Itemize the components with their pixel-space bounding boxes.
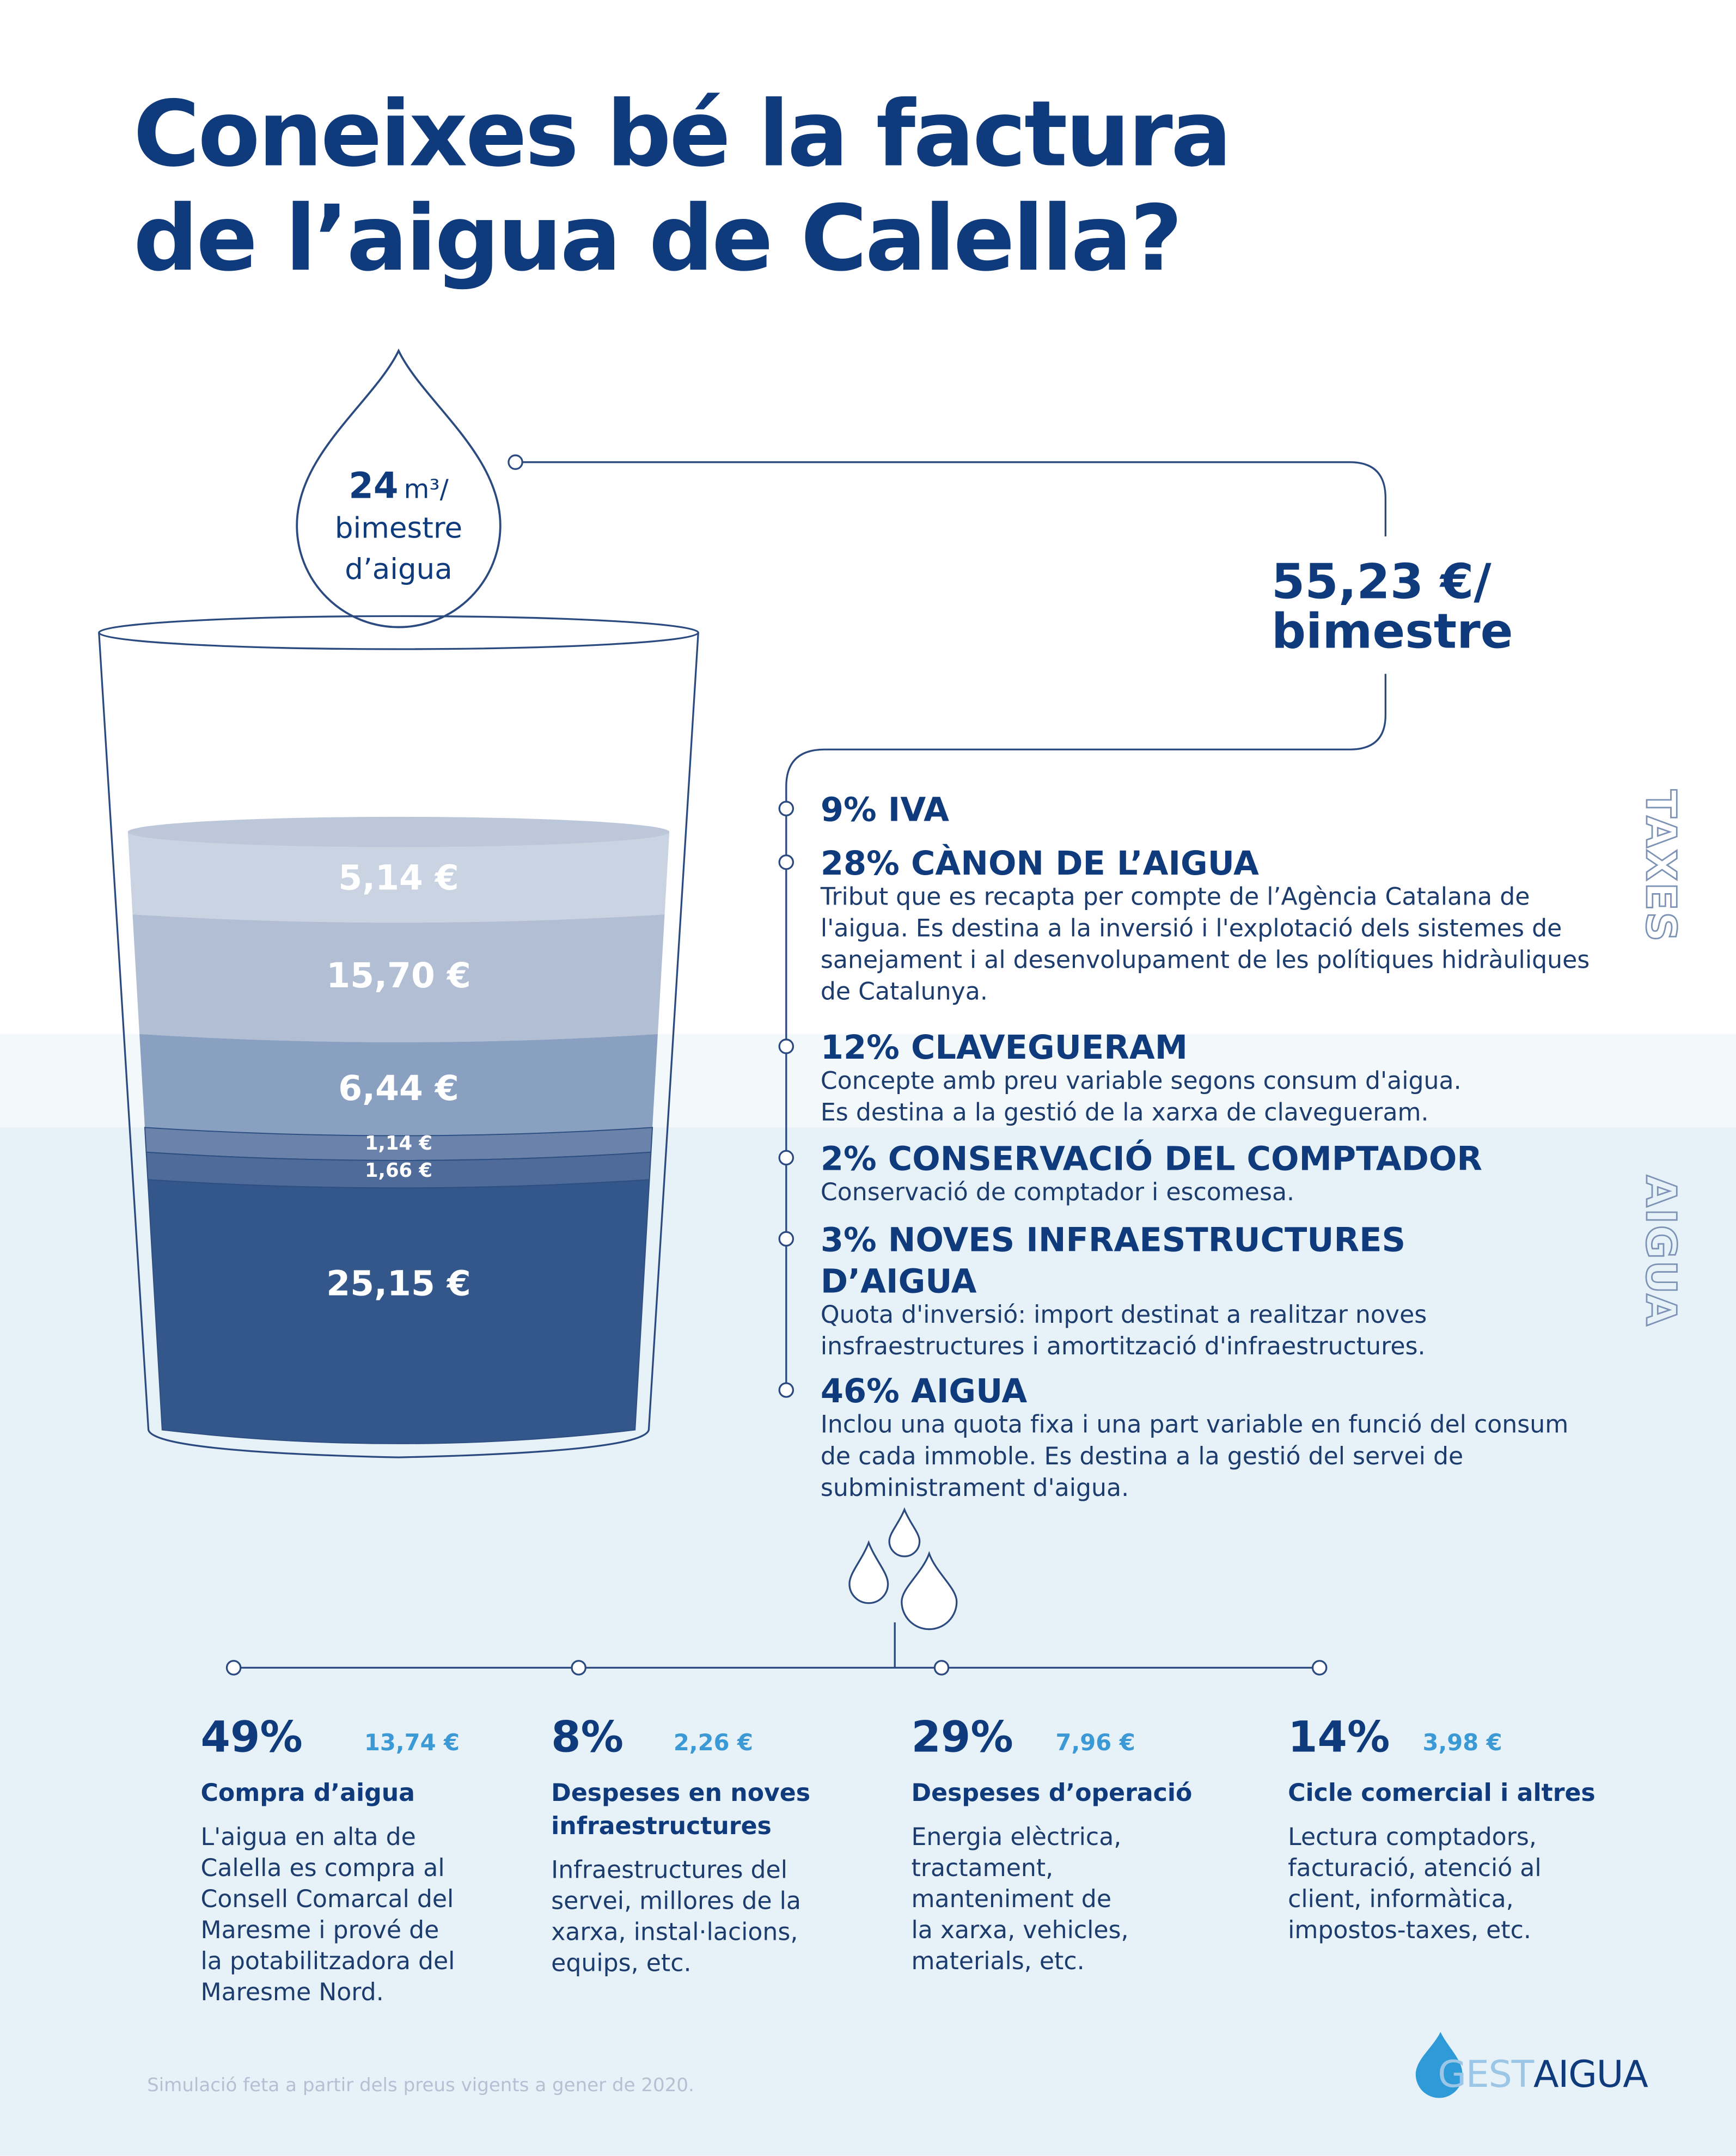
item-text: l'aigua. Es destina a la inversió i l'ex…: [821, 915, 1562, 943]
breakdown-text: Infraestructures del: [551, 1856, 787, 1884]
breakdown-text: materials, etc.: [912, 1947, 1085, 1975]
bullet: [778, 801, 794, 817]
glass-layer-label: 5,14 €: [338, 858, 459, 898]
breakdown-text: Consell Comarcal del: [201, 1885, 454, 1913]
logo-part: GEST: [1438, 2053, 1534, 2096]
breakdown-text: la xarxa, vehicles,: [912, 1916, 1129, 1944]
item-heading: 46% AIGUA: [821, 1372, 1027, 1410]
item-heading: 3% NOVES INFRAESTRUCTURES: [821, 1221, 1405, 1260]
breakdown-text: impostos-taxes, etc.: [1288, 1916, 1531, 1944]
item-text: sanejament i al desenvolupament de les p…: [821, 946, 1590, 974]
drop-amount-line: 24 m³/: [349, 465, 449, 506]
footnote: Simulació feta a partir dels preus vigen…: [147, 2074, 694, 2096]
breakdown-text: equips, etc.: [551, 1950, 691, 1977]
glass-layer-label: 1,14 €: [365, 1132, 432, 1155]
glass-outline: [98, 615, 699, 1458]
breakdown-text: facturació, atenció al: [1288, 1854, 1541, 1882]
drop-unit: m³/: [404, 474, 449, 504]
breakdown-text: xarxa, instal·lacions,: [551, 1919, 798, 1946]
bullet: [778, 854, 794, 870]
item-heading: 9% IVA: [821, 791, 949, 829]
item-text: Conservació de comptador i escomesa.: [821, 1178, 1294, 1206]
drop-outline: [296, 348, 502, 628]
drop-amount: 24: [349, 465, 398, 506]
breakdown-text: client, informàtica,: [1288, 1885, 1514, 1913]
breakdown-heading: Compra d’aigua: [201, 1779, 415, 1807]
glass-layer-label: 1,66 €: [365, 1159, 432, 1182]
breakdown-text: tractament,: [912, 1854, 1054, 1882]
breakdown-text: L'aigua en alta de: [201, 1823, 416, 1851]
bullet: [778, 1039, 794, 1054]
breakdown-connector: [225, 1622, 1328, 1676]
breakdown-amount: 13,74 €: [364, 1729, 460, 1756]
breakdown-text: manteniment de: [912, 1885, 1112, 1913]
glass-layer-label: 6,44 €: [338, 1068, 459, 1108]
item-heading: D’AIGUA: [821, 1262, 977, 1300]
item-text: Concepte amb preu variable segons consum…: [821, 1067, 1462, 1095]
title: de l’aigua de Calella?: [133, 186, 1181, 291]
drop-icons: [848, 1507, 958, 1630]
breakdown-text: Energia elèctrica,: [912, 1823, 1122, 1851]
breakdown-text: Calella es compra al: [201, 1854, 445, 1882]
item-text: Tribut que es recapta per compte de l’Ag…: [820, 883, 1530, 911]
breakdown-percent: 49%: [201, 1712, 303, 1762]
item-text: Es destina a la gestió de la xarxa de cl…: [821, 1099, 1429, 1127]
breakdown-text: la potabilitzadora del: [201, 1947, 455, 1975]
title: Coneixes bé la factura: [133, 81, 1230, 187]
connector: [508, 454, 1386, 1392]
bullet: [778, 1382, 794, 1398]
bullets: [778, 801, 794, 1398]
glass-layer: [132, 914, 665, 1042]
breakdown-heading: Despeses en noves: [551, 1779, 810, 1807]
bullet: [778, 1150, 794, 1166]
breakdown-heading: infraestructures: [551, 1812, 772, 1840]
breakdown-amount: 2,26 €: [674, 1729, 753, 1756]
item-text: de Catalunya.: [821, 978, 988, 1006]
breakdown-text: Lectura comptadors,: [1288, 1823, 1537, 1851]
item-text: Inclou una quota fixa i una part variabl…: [821, 1411, 1568, 1439]
breakdown-text: Maresme i prové de: [201, 1916, 439, 1944]
breakdown-text: Maresme Nord.: [201, 1978, 384, 2006]
item-text: Quota d'inversió: import destinat a real…: [821, 1301, 1427, 1329]
side-label: AIGUA: [1637, 1175, 1685, 1327]
total: bimestre: [1272, 603, 1513, 659]
item-heading: 2% CONSERVACIÓ DEL COMPTADOR: [821, 1140, 1482, 1178]
total: 55,23 €/: [1272, 554, 1492, 610]
glass-layer-label: 15,70 €: [326, 955, 470, 995]
bullet: [778, 1231, 794, 1247]
liquid-surface: [127, 816, 670, 847]
glass-layer-label: 25,15 €: [326, 1263, 470, 1303]
item-text: subministrament d'aigua.: [821, 1474, 1129, 1502]
breakdown-percent: 14%: [1288, 1712, 1390, 1762]
glass-liquid: 5,14 € 15,70 € 6,44 € 1,14 € 1,66 € 25,15 €: [127, 816, 670, 1444]
breakdown-amount: 7,96 €: [1056, 1729, 1135, 1756]
glass-layer: [147, 1179, 650, 1444]
drop-label: bimestre: [335, 512, 462, 545]
side-label: TAXES: [1637, 790, 1685, 943]
breakdown-heading: Cicle comercial i altres: [1288, 1779, 1596, 1807]
item-text: de cada immoble. Es destina a la gestió …: [821, 1443, 1463, 1470]
logo-part: AIGUA: [1533, 2053, 1648, 2096]
item-text: insfraestructures i amortització d'infra…: [821, 1333, 1426, 1360]
breakdown-text: servei, millores de la: [551, 1888, 801, 1915]
drop-label: d’aigua: [345, 553, 452, 586]
item-heading: 12% CLAVEGUERAM: [821, 1029, 1188, 1067]
breakdown-percent: 29%: [912, 1712, 1013, 1762]
logo-icon: [1415, 2032, 1463, 2098]
breakdown-percent: 8%: [551, 1712, 624, 1762]
breakdown-amount: 3,98 €: [1422, 1729, 1502, 1756]
glass-layer: [127, 832, 670, 923]
item-heading: 28% CÀNON DE L’AIGUA: [821, 844, 1259, 883]
logo: GESTAIGUA: [1438, 2053, 1648, 2096]
glass-layer: [139, 1034, 658, 1136]
breakdown-heading: Despeses d’operació: [912, 1779, 1193, 1807]
